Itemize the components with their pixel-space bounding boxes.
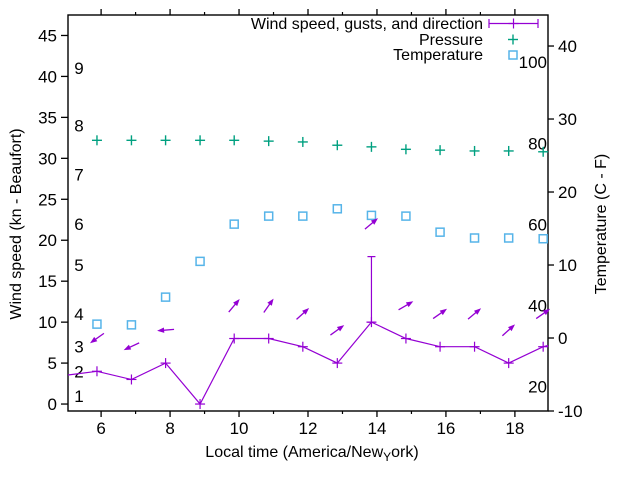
svg-text:14: 14 xyxy=(368,419,387,438)
svg-text:35: 35 xyxy=(38,108,57,127)
y-axis-title-left: Wind speed (kn - Beaufort) xyxy=(8,128,25,319)
temperature-series xyxy=(92,204,548,330)
svg-text:1: 1 xyxy=(74,387,83,406)
svg-text:-10: -10 xyxy=(558,402,583,421)
legend-label-wind: Wind speed, gusts, and direction xyxy=(251,16,483,33)
y-axis-title-left-text: Wind speed (kn - Beaufort) xyxy=(8,128,25,319)
legend-sample-temperature xyxy=(508,50,518,60)
svg-text:20: 20 xyxy=(38,231,57,250)
svg-text:4: 4 xyxy=(74,305,83,324)
fahrenheit-scale-labels: 20 40 60 80 100 xyxy=(519,53,547,396)
svg-text:16: 16 xyxy=(436,419,455,438)
svg-text:20: 20 xyxy=(528,378,547,397)
legend: Wind speed, gusts, and directionPressure… xyxy=(251,16,539,64)
beaufort-scale-labels: 1 2 3 4 5 6 7 8 9 xyxy=(74,59,83,406)
svg-text:25: 25 xyxy=(38,190,57,209)
pressure-series xyxy=(91,135,549,157)
svg-text:15: 15 xyxy=(38,272,57,291)
svg-text:80: 80 xyxy=(528,134,547,153)
svg-text:6: 6 xyxy=(96,419,105,438)
svg-text:30: 30 xyxy=(558,110,577,129)
x-axis-title-text: Local time (America/NewYork) xyxy=(205,444,418,464)
legend-label-temperature: Temperature xyxy=(393,47,483,64)
svg-text:30: 30 xyxy=(38,149,57,168)
legend-label-pressure: Pressure xyxy=(419,32,483,49)
svg-text:18: 18 xyxy=(505,419,524,438)
y-axis-c-ticks: -10 0 10 20 30 40 xyxy=(548,37,583,421)
plot-border xyxy=(67,14,549,412)
x-axis-ticks: 6 8 10 12 14 16 18 xyxy=(96,9,524,438)
svg-text:2: 2 xyxy=(74,362,83,381)
svg-text:0: 0 xyxy=(558,329,567,348)
svg-text:12: 12 xyxy=(299,419,318,438)
svg-text:5: 5 xyxy=(48,354,57,373)
svg-text:8: 8 xyxy=(165,419,174,438)
svg-text:3: 3 xyxy=(74,338,83,357)
wind-direction-arrows xyxy=(90,218,551,351)
svg-text:40: 40 xyxy=(528,297,547,316)
svg-text:40: 40 xyxy=(38,67,57,86)
svg-text:8: 8 xyxy=(74,117,83,136)
svg-text:10: 10 xyxy=(38,313,57,332)
y-axis-title-right-text: Temperature (C - F) xyxy=(593,154,610,294)
y-axis-title-right: Temperature (C - F) xyxy=(593,154,610,294)
svg-text:5: 5 xyxy=(74,256,83,275)
x-axis-title: Local time (America/NewYork) xyxy=(205,444,418,464)
svg-text:10: 10 xyxy=(558,256,577,275)
y-axis-kn-ticks: 0 5 10 15 20 25 30 35 40 45 xyxy=(38,26,68,414)
wind-series xyxy=(67,256,549,410)
svg-text:0: 0 xyxy=(48,395,57,414)
svg-text:6: 6 xyxy=(74,215,83,234)
svg-text:9: 9 xyxy=(74,59,83,78)
svg-text:7: 7 xyxy=(74,166,83,185)
svg-text:100: 100 xyxy=(519,53,547,72)
svg-text:45: 45 xyxy=(38,26,57,45)
svg-text:10: 10 xyxy=(230,419,249,438)
svg-text:20: 20 xyxy=(558,183,577,202)
svg-text:40: 40 xyxy=(558,37,577,56)
svg-text:60: 60 xyxy=(528,215,547,234)
